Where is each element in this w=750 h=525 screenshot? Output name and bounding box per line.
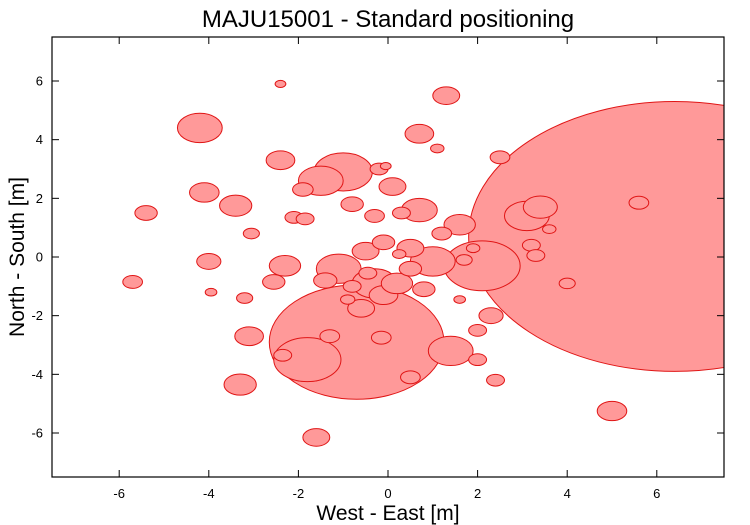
data-point — [391, 249, 407, 259]
data-point — [431, 226, 453, 241]
x-tick-label: -6 — [113, 486, 125, 501]
data-point — [223, 373, 257, 396]
data-point — [265, 150, 296, 171]
data-point — [242, 227, 260, 240]
data-point — [295, 212, 315, 226]
data-point — [268, 255, 302, 277]
chart-title: MAJU15001 - Standard positioning — [202, 6, 574, 33]
data-point — [430, 143, 445, 154]
data-point — [443, 213, 476, 236]
x-tick-label: 6 — [653, 486, 660, 501]
data-point — [468, 353, 488, 367]
data-point — [453, 295, 467, 304]
data-point — [176, 112, 223, 144]
data-point — [134, 205, 158, 221]
data-point — [478, 307, 504, 325]
data-point — [558, 277, 576, 290]
data-point — [364, 208, 385, 223]
x-tick-label: -2 — [293, 486, 305, 501]
data-point — [342, 279, 362, 293]
y-tick-label: 0 — [36, 250, 43, 265]
y-tick-label: -6 — [31, 426, 43, 441]
data-point — [358, 266, 378, 280]
data-point — [319, 329, 341, 344]
data-point — [443, 240, 521, 292]
y-tick-label: 4 — [36, 132, 43, 147]
y-tick-label: 2 — [36, 191, 43, 206]
data-point — [292, 182, 314, 197]
data-point — [398, 260, 423, 277]
data-point — [489, 150, 511, 165]
x-axis-label: West - East [m] — [316, 502, 459, 525]
data-point — [412, 281, 436, 298]
data-point — [379, 162, 392, 171]
y-tick-label: -2 — [31, 308, 43, 323]
x-tick-label: 0 — [384, 486, 391, 501]
data-point — [313, 272, 338, 289]
data-point — [236, 292, 254, 304]
data-point — [378, 177, 407, 196]
data-point — [273, 348, 293, 362]
y-axis-label: North - South [m] — [6, 177, 29, 337]
tick-layer: -6 -4 -2 0 2 4 6 -6 -4 -2 0 2 4 6 — [31, 37, 724, 501]
data-point — [628, 195, 650, 210]
data-point — [400, 370, 421, 385]
data-point — [526, 249, 546, 262]
data-point — [486, 373, 505, 387]
data-point — [340, 196, 364, 213]
data-point — [262, 274, 286, 290]
data-point — [219, 194, 253, 217]
data-point — [340, 294, 356, 305]
data-point — [189, 182, 220, 203]
x-tick-label: 2 — [474, 486, 481, 501]
data-point — [465, 243, 481, 254]
data-point — [391, 206, 411, 220]
data-point — [274, 79, 287, 88]
data-point — [427, 335, 474, 367]
y-tick-label: -4 — [31, 367, 43, 382]
bubble-layer — [122, 79, 724, 447]
data-point — [468, 101, 724, 372]
data-point — [522, 195, 558, 219]
data-point — [455, 254, 473, 266]
data-point — [432, 86, 461, 105]
data-point — [371, 234, 396, 251]
x-tick-label: -4 — [203, 486, 215, 501]
data-point — [302, 428, 331, 447]
data-point — [542, 224, 557, 235]
data-point — [347, 299, 376, 318]
data-point — [122, 274, 143, 289]
data-point — [596, 400, 628, 422]
data-point — [204, 287, 218, 297]
x-tick-label: 4 — [564, 486, 571, 501]
data-point — [273, 337, 342, 383]
data-point — [380, 272, 414, 295]
data-point — [196, 252, 222, 270]
data-point — [234, 326, 264, 347]
data-point — [468, 323, 488, 337]
data-point — [404, 123, 435, 144]
data-point — [351, 241, 380, 261]
y-tick-label: 6 — [36, 74, 43, 89]
data-point — [370, 330, 392, 345]
